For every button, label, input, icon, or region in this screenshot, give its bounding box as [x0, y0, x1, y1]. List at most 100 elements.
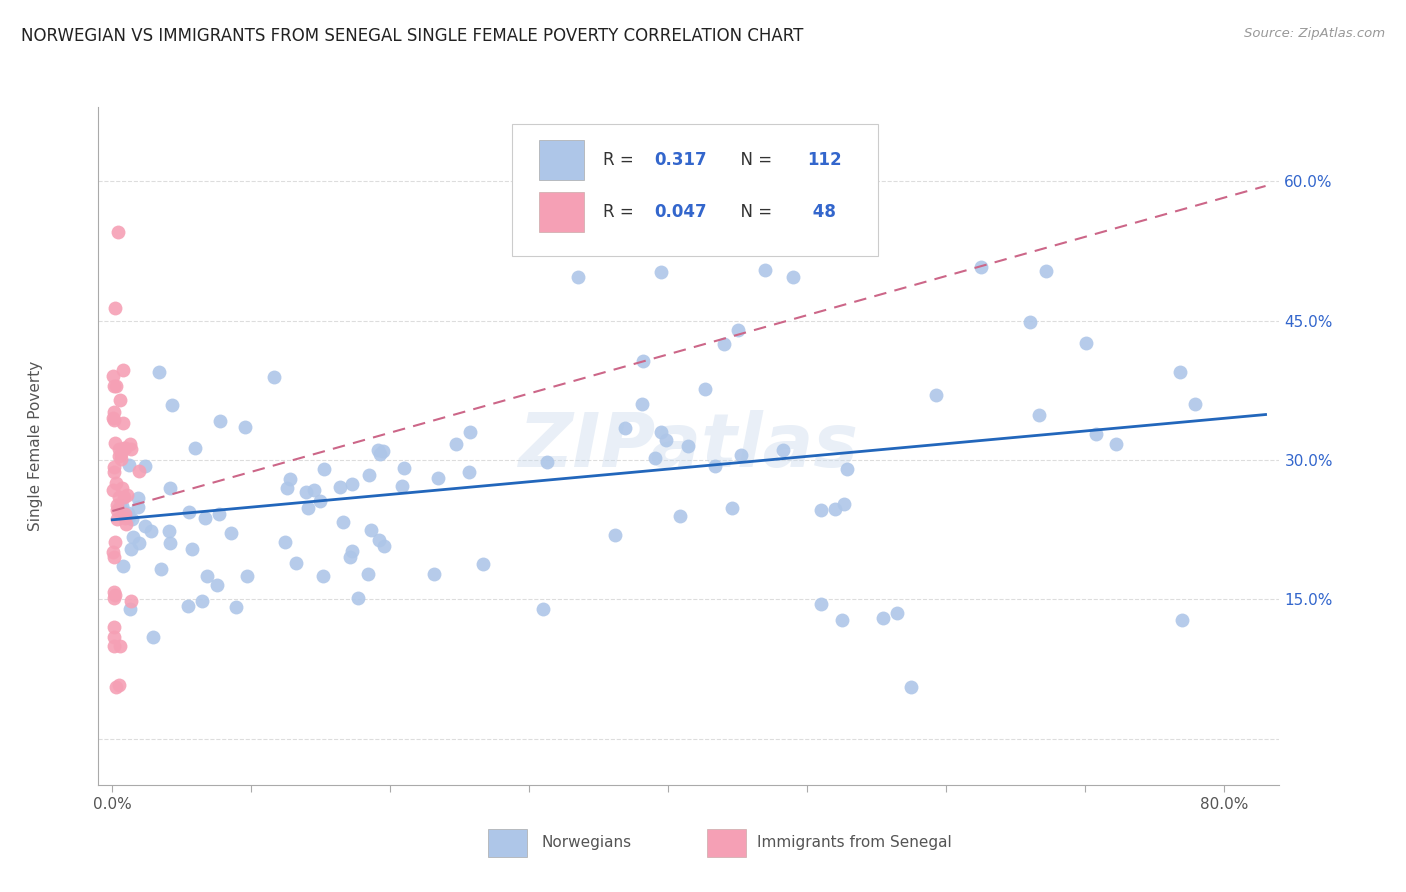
Point [181, 542, 204, 557]
Point [831, 613, 853, 627]
Point [360, 524, 382, 538]
Point [207, 508, 229, 522]
Point [1168, 365, 1191, 379]
Point [111, 559, 134, 574]
Point [191, 594, 214, 608]
Point [284, 556, 307, 570]
Text: 0.317: 0.317 [655, 151, 707, 169]
Point [233, 420, 256, 434]
Point [704, 458, 727, 473]
Point [104, 301, 127, 315]
Point [678, 439, 700, 453]
Point [120, 541, 142, 556]
Point [108, 449, 131, 463]
Point [693, 382, 716, 396]
Point [650, 425, 672, 440]
Point [367, 443, 389, 458]
Text: N =: N = [730, 203, 778, 221]
Point [567, 270, 589, 285]
Point [149, 562, 172, 576]
Text: 112: 112 [807, 151, 842, 169]
Point [263, 370, 285, 384]
Text: NORWEGIAN VS IMMIGRANTS FROM SENEGAL SINGLE FEMALE POVERTY CORRELATION CHART: NORWEGIAN VS IMMIGRANTS FROM SENEGAL SIN… [21, 27, 803, 45]
Point [101, 410, 124, 425]
Point [107, 226, 129, 240]
Point [1076, 336, 1098, 351]
Point [103, 460, 125, 475]
Point [339, 549, 361, 564]
Point [134, 459, 156, 474]
Point [103, 620, 125, 634]
Point [159, 536, 181, 550]
Point [458, 466, 481, 480]
Point [108, 393, 131, 408]
Text: Immigrants from Senegal: Immigrants from Senegal [758, 835, 952, 850]
Point [373, 539, 395, 553]
Point [118, 510, 141, 524]
Bar [707, 829, 745, 857]
Point [108, 678, 131, 692]
Point [727, 323, 749, 337]
Point [103, 631, 125, 645]
Point [886, 606, 908, 620]
Point [368, 533, 391, 548]
Point [650, 265, 672, 279]
Point [142, 630, 165, 644]
Point [225, 599, 247, 614]
Point [128, 536, 150, 550]
Bar [538, 139, 583, 180]
Point [104, 534, 127, 549]
Point [613, 421, 636, 435]
Point [368, 447, 391, 461]
Point [148, 365, 170, 379]
Point [103, 413, 125, 427]
Point [105, 503, 128, 517]
Point [110, 500, 132, 514]
Point [103, 639, 125, 653]
Point [110, 451, 132, 466]
Point [295, 485, 318, 500]
Point [605, 528, 627, 542]
Point [346, 591, 368, 606]
Point [105, 681, 128, 695]
Point [669, 508, 692, 523]
Point [309, 493, 332, 508]
Point [219, 526, 242, 541]
Point [103, 378, 125, 392]
Point [832, 496, 855, 510]
Point [1184, 396, 1206, 410]
Point [177, 504, 200, 518]
Point [1035, 264, 1057, 278]
Point [837, 461, 859, 475]
Point [754, 262, 776, 277]
Text: N =: N = [730, 151, 778, 169]
Point [110, 639, 132, 653]
Bar [488, 829, 527, 857]
Point [120, 442, 142, 456]
Point [139, 524, 162, 538]
Point [810, 502, 832, 516]
Point [631, 354, 654, 368]
Point [536, 455, 558, 469]
Point [924, 388, 946, 402]
Text: 0.047: 0.047 [655, 203, 707, 221]
Point [159, 482, 181, 496]
Point [278, 472, 301, 486]
Point [105, 498, 128, 512]
Point [114, 516, 136, 531]
Point [160, 398, 183, 412]
Point [127, 500, 149, 514]
Point [114, 507, 136, 521]
Point [103, 465, 125, 479]
Point [195, 568, 218, 582]
Point [101, 368, 124, 383]
Point [332, 515, 354, 529]
Point [824, 501, 846, 516]
Point [112, 441, 135, 455]
Point [446, 437, 468, 451]
Point [121, 512, 143, 526]
Point [103, 584, 125, 599]
Text: Source: ZipAtlas.com: Source: ZipAtlas.com [1244, 27, 1385, 40]
Bar [538, 192, 583, 233]
Point [391, 479, 413, 493]
